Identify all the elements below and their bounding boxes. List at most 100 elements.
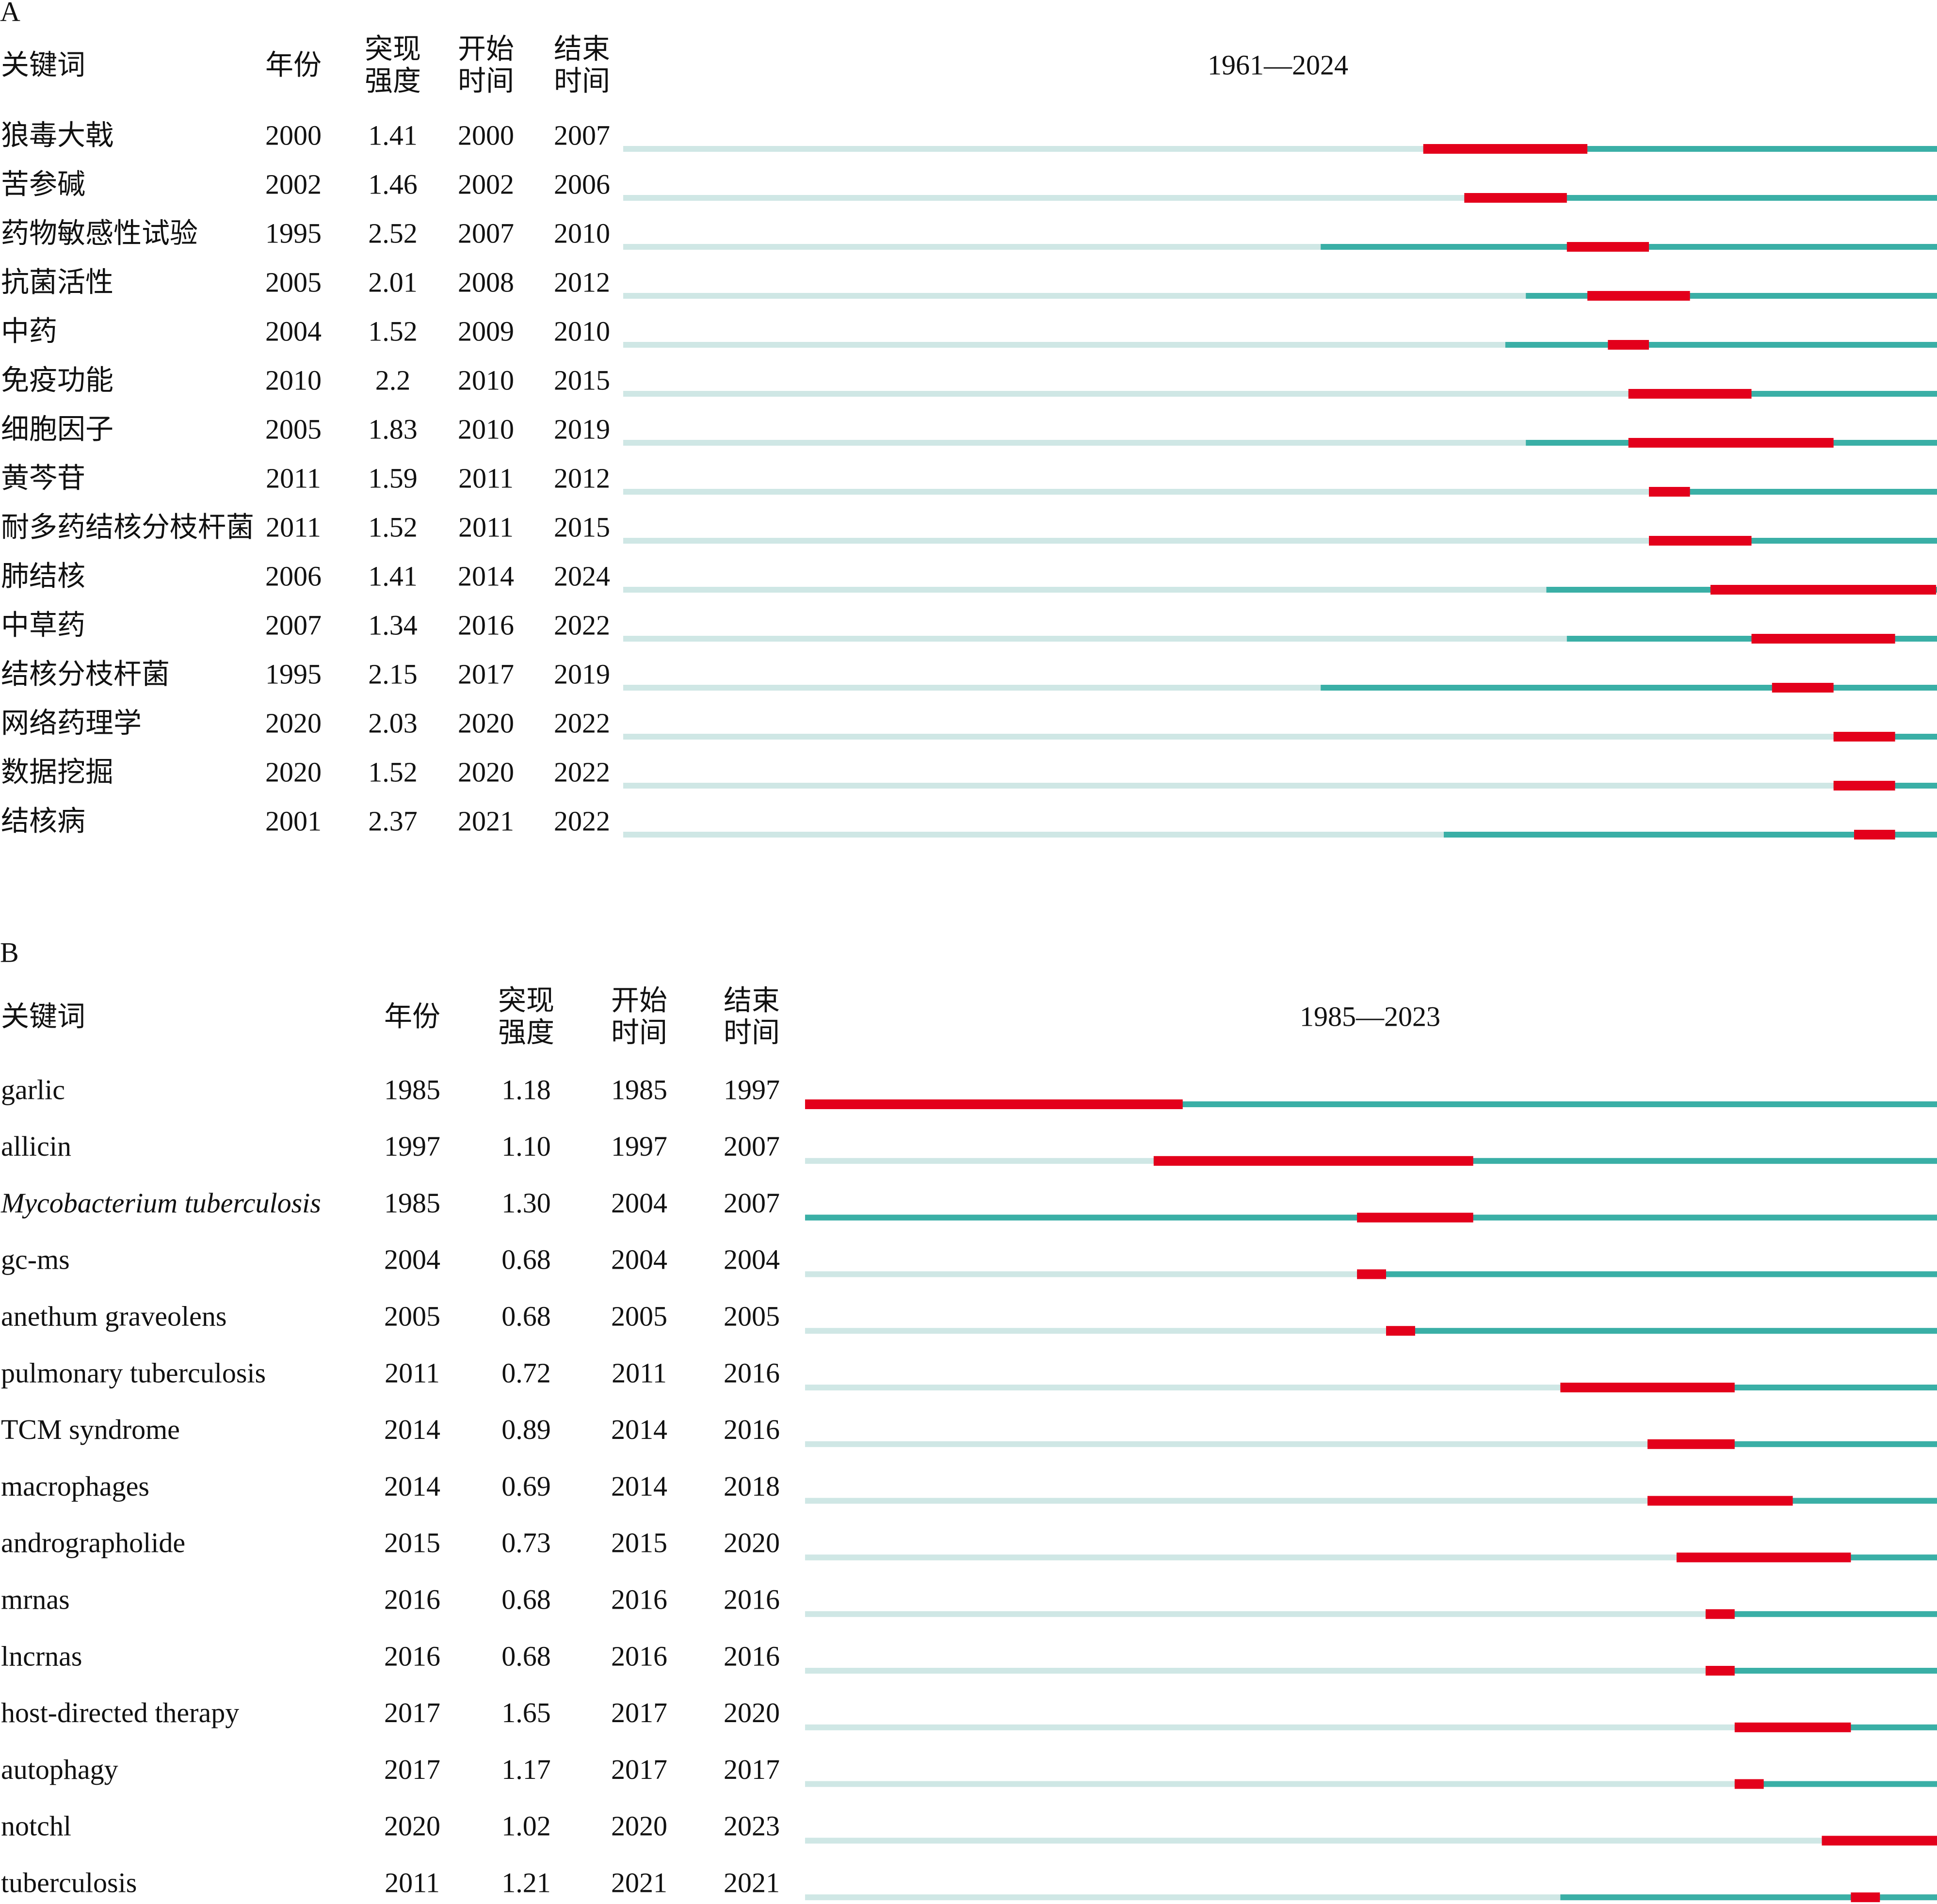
table-row: 苦参碱 2002 1.46 2002 2006: [1, 168, 1937, 203]
burst-bar: [1153, 1156, 1473, 1166]
keyword-label: 结核病: [1, 805, 85, 837]
keyword-label: 数据挖掘: [1, 756, 113, 788]
year-value: 1985: [384, 1074, 440, 1105]
strength-value: 2.2: [375, 364, 411, 396]
table-row: anethum graveolens 2005 0.68 2005 2005: [1, 1301, 1937, 1336]
year-value: 2016: [384, 1640, 440, 1672]
table-row: lncrnas 2016 0.68 2016 2016: [1, 1640, 1937, 1676]
keyword-label: garlic: [1, 1074, 65, 1105]
begin-value: 2002: [458, 168, 514, 200]
burst-bar: [1628, 389, 1752, 399]
table-row: garlic 1985 1.18 1985 1997: [1, 1074, 1937, 1109]
keyword-label: 药物敏感性试验: [1, 217, 198, 249]
strength-value: 0.68: [501, 1640, 551, 1672]
strength-value: 1.59: [368, 462, 418, 494]
table-row: 药物敏感性试验 1995 2.52 2007 2010: [1, 217, 1937, 252]
year-value: 2017: [384, 1697, 440, 1728]
keyword-label: mrnas: [1, 1584, 70, 1615]
strength-value: 1.18: [501, 1074, 551, 1105]
burst-bar: [1772, 683, 1834, 693]
year-value: 2010: [265, 364, 322, 396]
end-value: 2006: [554, 168, 610, 200]
timeline-track: [805, 1668, 1937, 1674]
end-value: 2022: [554, 707, 610, 739]
table-row: 网络药理学 2020 2.03 2020 2022: [1, 707, 1937, 742]
strength-value: 0.68: [501, 1301, 551, 1332]
active-period-bar: [1560, 1894, 1937, 1901]
end-value: 2019: [554, 413, 610, 445]
end-value: 2016: [724, 1584, 780, 1615]
begin-value: 2021: [458, 805, 514, 837]
year-value: 2002: [265, 168, 322, 200]
year-value: 2011: [385, 1867, 440, 1899]
year-value: 2011: [266, 462, 321, 494]
timeline-track: [805, 1781, 1937, 1787]
burst-bar: [1649, 536, 1752, 546]
strength-value: 1.46: [368, 168, 418, 200]
end-value: 2016: [724, 1640, 780, 1672]
panel-label: B: [0, 936, 19, 968]
begin-value: 1997: [611, 1130, 667, 1162]
table-row: 免疫功能 2010 2.2 2010 2015: [1, 364, 1937, 399]
table-row: 结核病 2001 2.37 2021 2022: [1, 805, 1937, 839]
keyword-label: 细胞因子: [1, 413, 113, 445]
header-strength-line1: 突现: [365, 33, 421, 65]
header-begin-line2: 时间: [611, 1017, 667, 1048]
table-row: host-directed therapy 2017 1.65 2017 2020: [1, 1697, 1937, 1732]
keyword-label: 狼毒大戟: [1, 119, 113, 151]
table-row: 肺结核 2006 1.41 2014 2024: [1, 560, 1937, 595]
strength-value: 0.69: [501, 1470, 551, 1502]
year-value: 2011: [266, 511, 321, 543]
burst-bar: [1822, 1836, 1937, 1846]
table-row: mrnas 2016 0.68 2016 2016: [1, 1584, 1937, 1619]
year-value: 2016: [384, 1584, 440, 1615]
active-period-bar: [1705, 1668, 1937, 1674]
year-value: 2005: [265, 413, 322, 445]
end-value: 2010: [554, 217, 610, 249]
end-value: 2010: [554, 315, 610, 347]
end-value: 2007: [724, 1130, 780, 1162]
timeline-track: [805, 1554, 1937, 1561]
table-row: 中草药 2007 1.34 2016 2022: [1, 609, 1937, 644]
header-begin-line2: 时间: [458, 65, 514, 97]
burst-bar: [1705, 1666, 1735, 1676]
strength-value: 2.37: [368, 805, 418, 837]
keyword-label: 苦参碱: [1, 168, 85, 200]
strength-value: 0.73: [501, 1527, 551, 1559]
year-value: 2014: [384, 1414, 440, 1445]
burst-bar: [1705, 1609, 1735, 1619]
strength-value: 1.83: [368, 413, 418, 445]
end-value: 2012: [554, 462, 610, 494]
table-row: andrographolide 2015 0.73 2015 2020: [1, 1527, 1937, 1563]
table-row: 数据挖掘 2020 1.52 2020 2022: [1, 756, 1937, 791]
year-value: 2015: [384, 1527, 440, 1559]
strength-value: 1.17: [501, 1754, 551, 1785]
year-value: 2007: [265, 609, 322, 641]
table-row: allicin 1997 1.10 1997 2007: [1, 1130, 1937, 1166]
strength-value: 2.15: [368, 658, 418, 690]
begin-value: 2020: [611, 1810, 667, 1842]
burst-bar: [1854, 830, 1895, 839]
burst-bar: [1734, 1779, 1764, 1789]
table-row: pulmonary tuberculosis 2011 0.72 2011 2016: [1, 1357, 1937, 1392]
strength-value: 1.41: [368, 119, 418, 151]
strength-value: 0.68: [501, 1584, 551, 1615]
active-period-bar: [1505, 342, 1937, 348]
year-value: 2020: [265, 756, 322, 788]
table-row: 结核分枝杆菌 1995 2.15 2017 2019: [1, 658, 1937, 693]
strength-value: 1.41: [368, 560, 418, 592]
strength-value: 0.89: [501, 1414, 551, 1445]
year-value: 1997: [384, 1130, 440, 1162]
strength-value: 1.21: [501, 1867, 551, 1899]
keyword-label: TCM syndrome: [1, 1414, 180, 1445]
table-row: TCM syndrome 2014 0.89 2014 2016: [1, 1414, 1937, 1449]
strength-value: 1.65: [501, 1697, 551, 1728]
begin-value: 2010: [458, 413, 514, 445]
begin-value: 2004: [611, 1244, 667, 1275]
end-value: 2020: [724, 1527, 780, 1559]
end-value: 2004: [724, 1244, 780, 1275]
burst-bar: [1649, 487, 1690, 497]
table-row: 抗菌活性 2005 2.01 2008 2012: [1, 266, 1937, 301]
begin-value: 2011: [458, 511, 514, 543]
